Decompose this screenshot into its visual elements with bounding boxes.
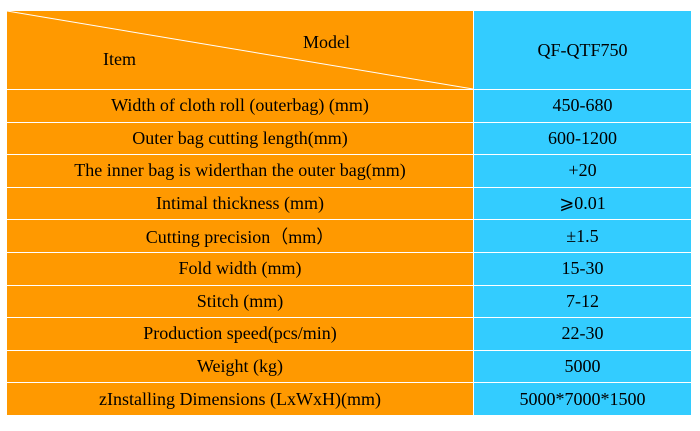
header-item-label: Item: [103, 49, 136, 69]
row-label: Stitch (mm): [6, 284, 474, 319]
header-diagonal-cell: Model Item: [6, 10, 474, 90]
row-value: +20: [473, 154, 692, 188]
table-row: Fold width (mm) 15-30: [6, 251, 692, 286]
header-model-value: QF-QTF750: [473, 10, 692, 90]
row-label: Width of cloth roll (outerbag) (mm): [6, 89, 474, 123]
row-value: 600-1200: [473, 121, 692, 156]
diagonal-divider: [7, 11, 473, 89]
table-row: Production speed(pcs/min) 22-30: [6, 317, 692, 351]
row-value: 5000*7000*1500: [473, 382, 692, 416]
header-model-label: Model: [303, 32, 350, 52]
table-row: Outer bag cutting length(mm) 600-1200: [6, 121, 692, 156]
table-row: Stitch (mm) 7-12: [6, 284, 692, 319]
table-row: Width of cloth roll (outerbag) (mm) 450-6…: [6, 89, 692, 123]
row-value: ±1.5: [473, 219, 692, 253]
row-value: 15-30: [473, 251, 692, 286]
row-label: Intimal thickness (mm): [6, 186, 474, 221]
table-row: The inner bag is widerthan the outer bag…: [6, 154, 692, 188]
row-label: zInstalling Dimensions (LxWxH)(mm): [6, 382, 474, 416]
row-value: ⩾0.01: [473, 186, 692, 221]
row-label: Production speed(pcs/min): [6, 317, 474, 351]
row-label: The inner bag is widerthan the outer bag…: [6, 154, 474, 188]
row-label: Fold width (mm): [6, 251, 474, 286]
row-value: 22-30: [473, 317, 692, 351]
table-row: Cutting precision（mm） ±1.5: [6, 219, 692, 253]
header-row: Model Item QF-QTF750: [6, 10, 692, 90]
row-label: Weight (kg): [6, 349, 474, 384]
row-value: 450-680: [473, 89, 692, 123]
row-value: 7-12: [473, 284, 692, 319]
row-label: Cutting precision（mm）: [6, 219, 474, 253]
spec-table: Model Item QF-QTF750 Width of cloth roll…: [6, 10, 692, 416]
row-value: 5000: [473, 349, 692, 384]
table-row: zInstalling Dimensions (LxWxH)(mm) 5000*7…: [6, 382, 692, 416]
table-row: Weight (kg) 5000: [6, 349, 692, 384]
row-label: Outer bag cutting length(mm): [6, 121, 474, 156]
table-row: Intimal thickness (mm) ⩾0.01: [6, 186, 692, 221]
